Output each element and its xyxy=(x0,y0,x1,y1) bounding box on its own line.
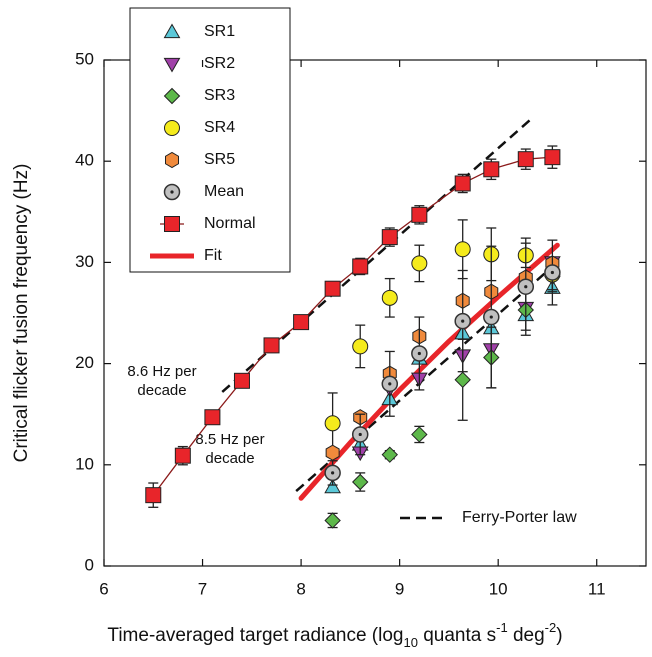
marker xyxy=(454,371,471,388)
plot-frame xyxy=(103,59,647,567)
legend-item: SR2 xyxy=(163,55,235,73)
x-axis-label-part: -1 xyxy=(496,620,508,635)
marker xyxy=(324,464,341,482)
marker-dot xyxy=(461,319,465,323)
marker xyxy=(381,375,399,393)
marker xyxy=(145,487,162,504)
x-axis-label-part: Time-averaged target radiance (log xyxy=(107,625,403,646)
y-tick-label: 20 xyxy=(75,353,94,372)
marker xyxy=(352,338,369,355)
marker xyxy=(454,241,471,258)
marker xyxy=(411,255,428,272)
legend-label: SR4 xyxy=(204,119,235,136)
x-axis-label-part: -2 xyxy=(545,620,557,635)
y-tick-label: 50 xyxy=(75,49,94,68)
x-axis-label: Time-averaged target radiance (log10 qua… xyxy=(107,620,562,650)
x-tick-label: 9 xyxy=(395,579,404,598)
fit-line xyxy=(298,242,560,501)
marker xyxy=(483,161,500,178)
marker xyxy=(544,149,561,166)
x-tick-label: 6 xyxy=(99,579,108,598)
marker-dot xyxy=(417,351,421,356)
legend-item: SR1 xyxy=(163,23,235,40)
marker xyxy=(324,280,341,297)
marker-dot xyxy=(550,270,554,275)
marker xyxy=(293,314,310,331)
legend-item: SR4 xyxy=(164,119,235,136)
x-axis-label-part: quanta s xyxy=(418,625,496,646)
legend-label: SR3 xyxy=(204,87,235,104)
marker xyxy=(352,473,369,491)
marker xyxy=(411,426,428,443)
reference-label: decade xyxy=(137,382,186,399)
legend-label: SR2 xyxy=(204,55,235,72)
legend-box xyxy=(129,7,291,273)
x-tick-label: 11 xyxy=(588,579,606,598)
legend-reference-label: Ferry-Porter law xyxy=(462,509,577,526)
marker xyxy=(163,57,181,73)
marker-dot xyxy=(331,471,335,475)
marker-dot xyxy=(358,432,362,437)
legend-label: SR5 xyxy=(204,151,235,168)
marker xyxy=(411,206,428,223)
marker xyxy=(454,175,471,192)
reference-label: 8.5 Hz per xyxy=(195,431,264,448)
marker xyxy=(324,415,341,432)
marker-dot xyxy=(170,190,174,194)
y-tick-label: 30 xyxy=(75,252,94,271)
marker xyxy=(164,120,180,136)
legend-label: Normal xyxy=(204,215,256,232)
legend-item: Normal xyxy=(160,215,256,232)
marker xyxy=(164,216,180,232)
marker xyxy=(233,372,250,389)
y-tick-label: 40 xyxy=(75,151,94,170)
marker xyxy=(351,426,369,443)
legend-label: SR1 xyxy=(204,23,235,40)
marker xyxy=(352,258,369,275)
marker xyxy=(324,512,341,529)
legend-item: SR5 xyxy=(165,151,235,169)
marker-dot xyxy=(489,315,493,319)
marker xyxy=(411,345,428,362)
marker xyxy=(517,278,535,295)
marker xyxy=(163,23,181,39)
marker xyxy=(324,478,341,494)
x-tick-label: 8 xyxy=(296,579,305,598)
legend-item: Fit xyxy=(150,247,222,264)
marker xyxy=(174,447,191,464)
marker xyxy=(483,308,500,326)
x-tick-label: 7 xyxy=(198,579,207,598)
x-axis-label-part: ) xyxy=(556,625,562,646)
legend-label: Mean xyxy=(204,183,244,200)
marker xyxy=(325,444,340,461)
x-tick-label: 10 xyxy=(489,579,508,598)
marker xyxy=(163,87,181,105)
marker xyxy=(517,151,534,168)
marker xyxy=(204,409,221,426)
marker xyxy=(381,446,398,463)
marker xyxy=(544,264,561,281)
y-axis-label: Critical flicker fusion frequency (Hz) xyxy=(11,164,32,463)
x-axis-label-part: deg xyxy=(508,625,545,646)
x-axis-label-part: 10 xyxy=(403,635,417,650)
legend-item: SR3 xyxy=(163,87,235,105)
marker xyxy=(454,312,471,330)
marker xyxy=(263,337,280,354)
marker xyxy=(165,151,179,169)
legend-label: Fit xyxy=(204,247,222,264)
marker xyxy=(381,289,398,306)
marker-dot xyxy=(524,285,528,289)
marker-dot xyxy=(388,382,392,386)
y-tick-label: 0 xyxy=(85,555,94,574)
y-tick-label: 10 xyxy=(75,454,94,473)
marker xyxy=(163,183,181,201)
legend-item: Mean xyxy=(163,183,244,201)
reference-label: 8.6 Hz per xyxy=(127,363,196,380)
reference-label: decade xyxy=(205,450,254,467)
marker xyxy=(381,229,398,246)
